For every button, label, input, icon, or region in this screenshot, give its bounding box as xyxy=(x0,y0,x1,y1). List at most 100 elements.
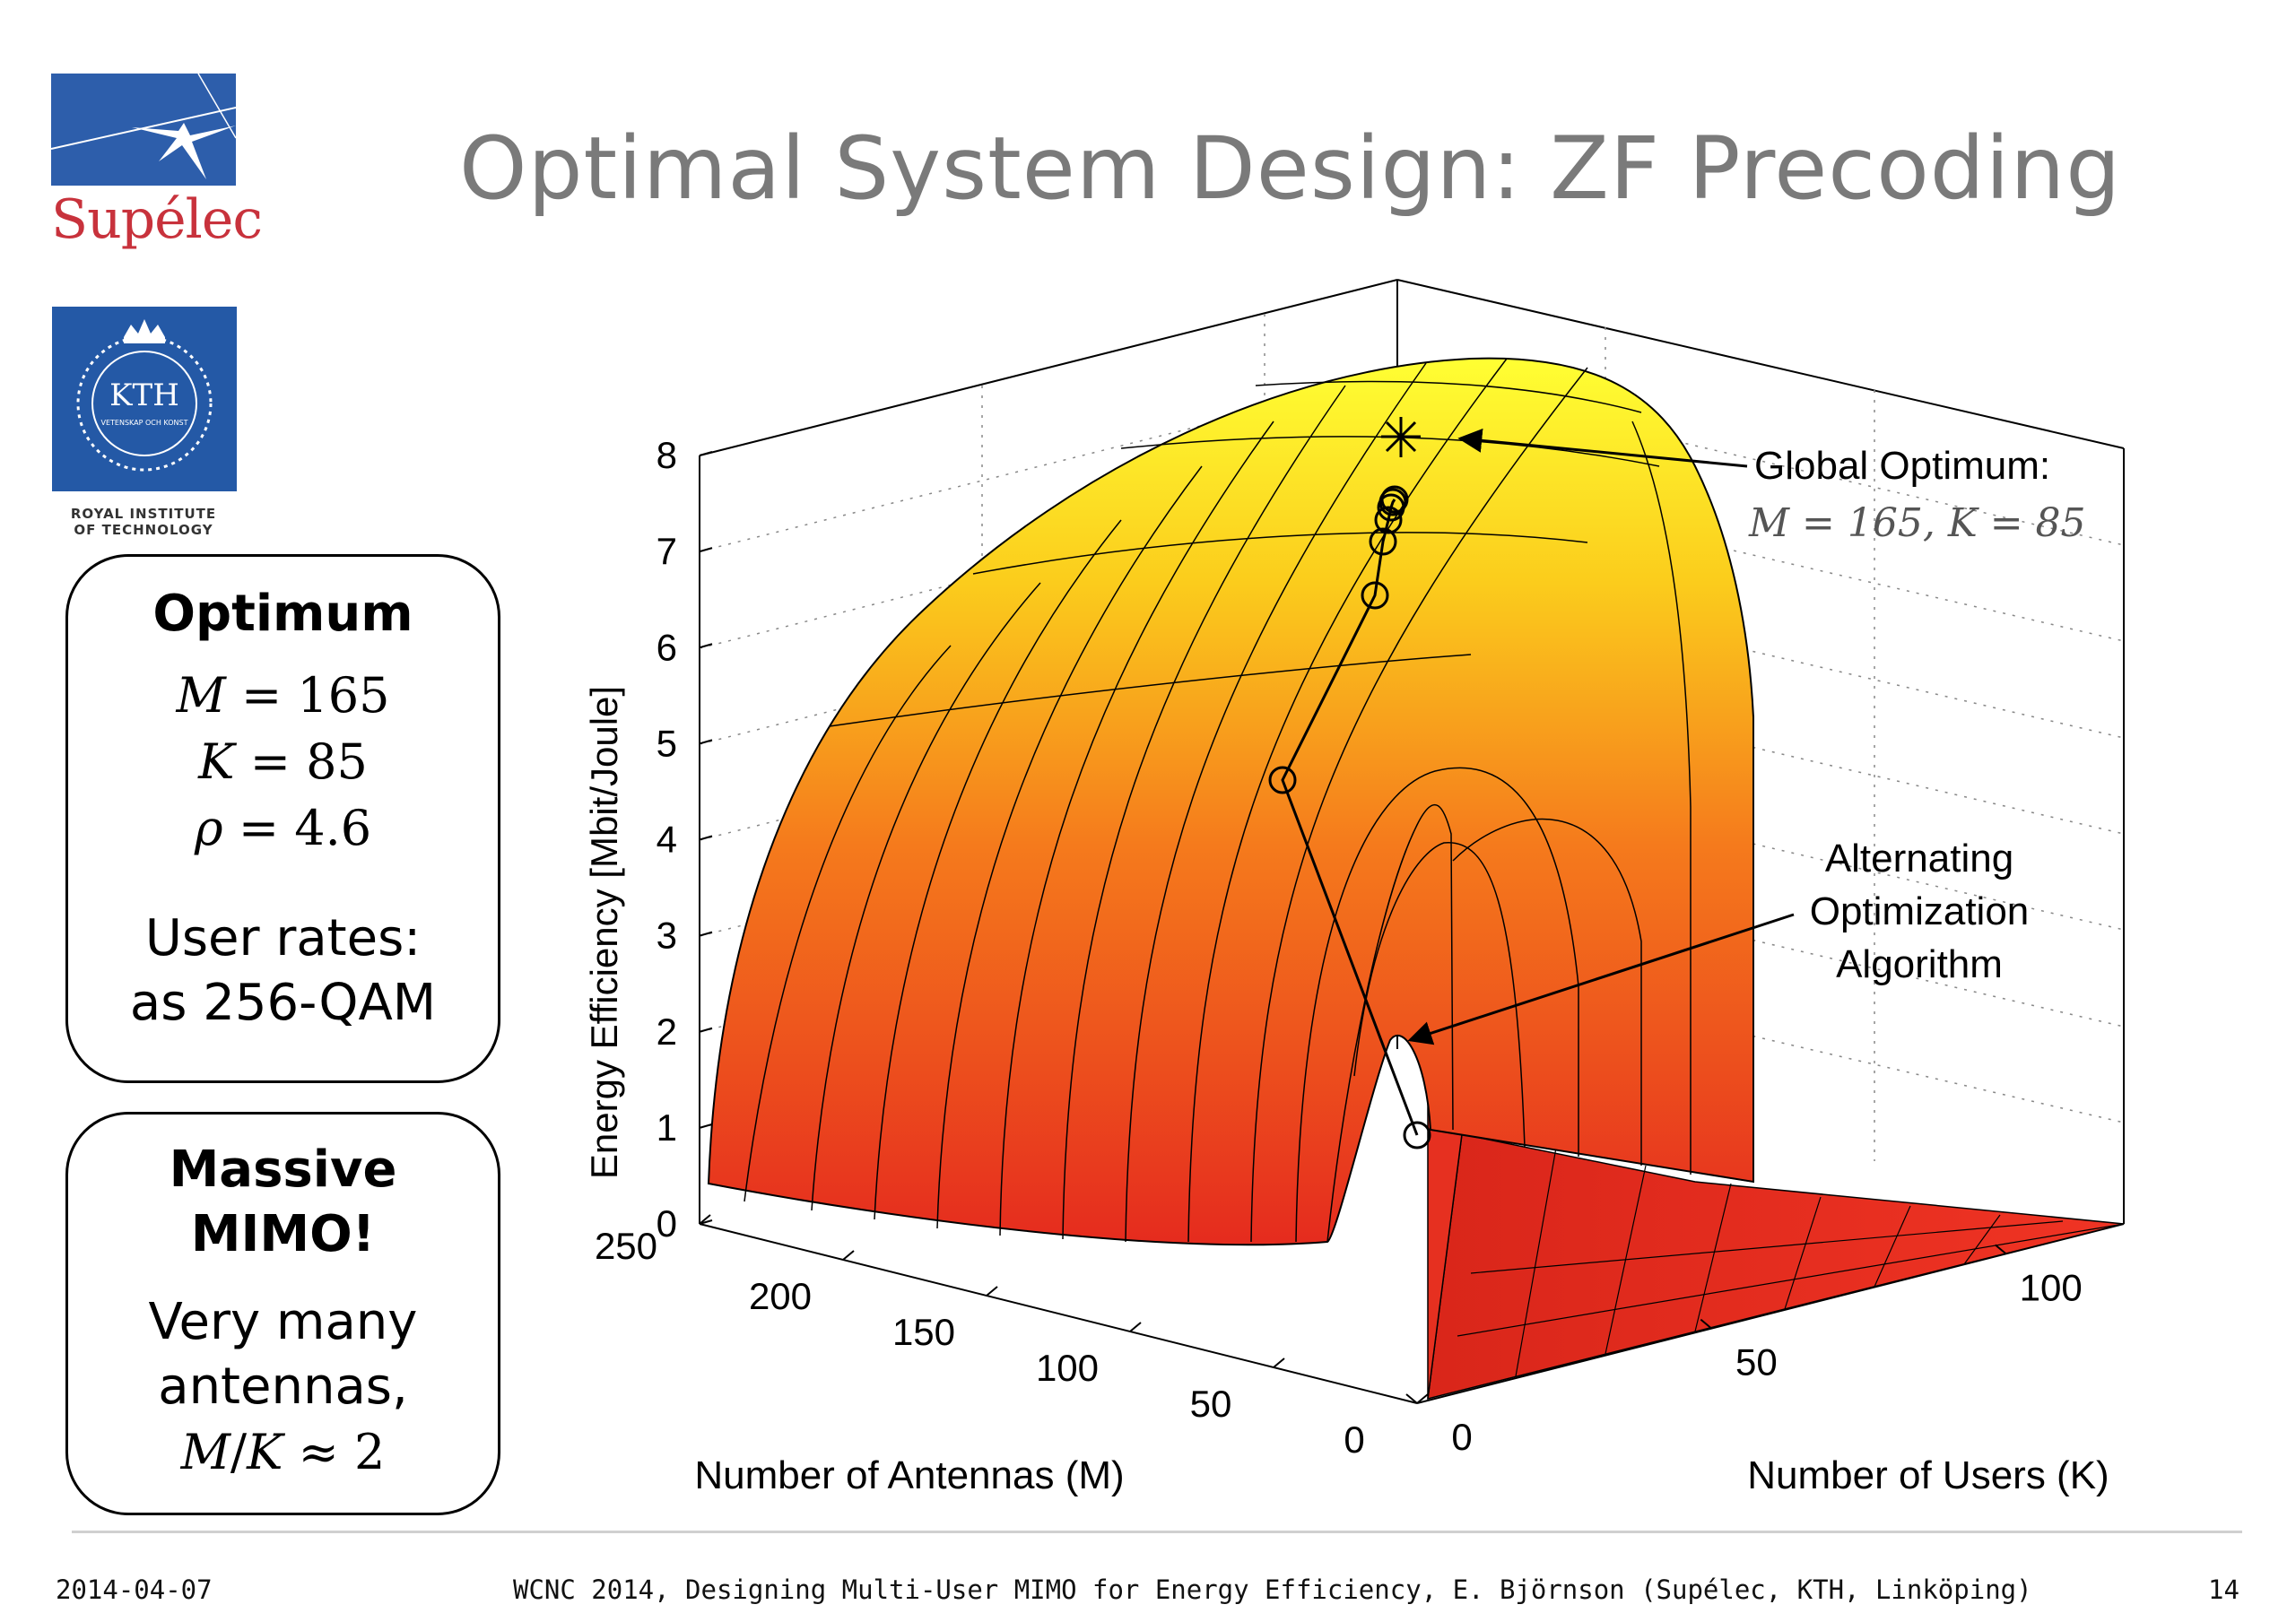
ratio-m-symbol: M xyxy=(180,1424,230,1480)
tick-mark xyxy=(986,1286,998,1297)
optimum-m-value: = 165 xyxy=(240,667,390,724)
x-axis-label: Number of Antennas (M) xyxy=(694,1453,1124,1497)
optimum-rho-symbol: ρ xyxy=(194,800,223,856)
tick-mark xyxy=(699,1027,713,1033)
tick-mark xyxy=(1129,1322,1142,1332)
footer-page-number: 14 xyxy=(2208,1574,2239,1605)
z-tick-label: 8 xyxy=(657,434,677,476)
z-axis-ticks: 0 1 2 3 4 5 6 7 8 xyxy=(657,434,713,1245)
kth-logo: KTH VETENSKAP OCH KONST xyxy=(52,307,237,491)
m-tick-label: 50 xyxy=(1190,1383,1232,1425)
algorithm-point xyxy=(1380,485,1409,514)
optimum-heading: Optimum xyxy=(152,585,413,643)
user-rates-line2: as 256-QAM xyxy=(129,974,437,1032)
m-tick-label: 0 xyxy=(1344,1418,1364,1461)
optimum-rho: ρ = 4.6 xyxy=(68,795,498,862)
surface-valley-rim xyxy=(1326,803,1454,1243)
k-tick-label: 100 xyxy=(2020,1266,2083,1308)
algorithm-point xyxy=(1374,506,1403,534)
tick-mark xyxy=(1995,1244,2007,1255)
tick-mark xyxy=(699,931,713,937)
z-tick-label: 1 xyxy=(657,1106,677,1149)
kth-crest-icon: KTH VETENSKAP OCH KONST xyxy=(76,319,213,472)
algorithm-label-line1: Alternating xyxy=(1825,837,2013,880)
k-tick-label: 50 xyxy=(1735,1341,1778,1383)
k-tick-label: 0 xyxy=(1451,1416,1472,1458)
tick-mark xyxy=(1700,1318,1712,1330)
tick-mark xyxy=(842,1250,855,1261)
optimum-arrow xyxy=(1457,428,1748,468)
m-tick-label: 100 xyxy=(1036,1347,1099,1389)
algorithm-point xyxy=(1378,488,1407,516)
kth-subtitle-line2: OF TECHNOLOGY xyxy=(74,522,213,538)
tick-mark xyxy=(699,1214,711,1225)
z-axis-label: Energy Efficiency [Mbit/Joule] xyxy=(583,686,625,1179)
massive-ratio: M/K ≈ 2 xyxy=(68,1419,498,1486)
floor-mesh xyxy=(1457,1147,2125,1377)
tick-mark xyxy=(699,643,713,649)
supelec-logo: Supélec xyxy=(51,74,263,262)
supelec-star-icon xyxy=(51,74,236,186)
footer-separator xyxy=(72,1531,2242,1533)
massive-mimo-box: Massive MIMO! Very many antennas, M/K ≈ … xyxy=(65,1112,500,1515)
algorithm-path xyxy=(1268,485,1431,1149)
supelec-logo-text: Supélec xyxy=(51,188,263,251)
optimum-k-symbol: K xyxy=(198,733,235,790)
kth-subtitle-line1: ROYAL INSTITUTE xyxy=(70,506,217,522)
ratio-k-symbol: K xyxy=(247,1424,283,1480)
algorithm-point xyxy=(1369,527,1397,556)
optimum-label-line1: Global Optimum: xyxy=(1754,444,2050,488)
z-tick-label: 0 xyxy=(657,1202,677,1245)
z-tick-label: 3 xyxy=(657,915,677,957)
tick-mark xyxy=(1273,1357,1285,1368)
slide-title: Optimal System Design: ZF Precoding xyxy=(459,118,2122,219)
m-axis-ticks: 250 200 150 100 50 0 xyxy=(595,1214,1429,1461)
algorithm-label-line3: Algorithm xyxy=(1836,942,2003,986)
tick-mark xyxy=(699,547,713,553)
footer-text: WCNC 2014, Designing Multi-User MIMO for… xyxy=(513,1574,2032,1605)
m-tick-label: 250 xyxy=(595,1225,657,1267)
surface-main xyxy=(707,357,1754,1246)
optimum-rho-value: = 4.6 xyxy=(238,800,372,856)
algorithm-label-line2: Optimization xyxy=(1810,889,2030,933)
y-axis-label: Number of Users (K) xyxy=(1747,1453,2109,1497)
z-tick-label: 6 xyxy=(657,626,677,668)
z-tick-label: 4 xyxy=(657,819,677,861)
energy-efficiency-surface-chart: Global Optimum: M = 165, K = 85 Alternat… xyxy=(583,279,2125,1497)
global-optimum-star-icon xyxy=(1381,417,1421,457)
algorithm-point xyxy=(1361,581,1389,610)
kth-ring-text: VETENSKAP OCH KONST xyxy=(101,419,188,427)
tick-mark xyxy=(699,739,713,745)
k-axis-ticks: 0 50 100 xyxy=(1405,1244,2083,1458)
user-rates-line1: User rates: xyxy=(144,909,422,967)
kth-subtitle: ROYAL INSTITUTE OF TECHNOLOGY xyxy=(36,506,251,538)
z-tick-label: 7 xyxy=(657,530,677,572)
optimum-k-value: = 85 xyxy=(249,733,368,790)
m-tick-label: 150 xyxy=(892,1311,955,1353)
optimum-box: Optimum M = 165 K = 85 ρ = 4.6 User rate… xyxy=(65,554,500,1083)
optimum-k: K = 85 xyxy=(68,729,498,795)
optimum-m: M = 165 xyxy=(68,663,498,729)
ratio-value: ≈ 2 xyxy=(298,1424,386,1480)
algorithm-point xyxy=(1268,766,1297,794)
massive-line2: antennas, xyxy=(158,1357,408,1416)
tick-mark xyxy=(699,835,713,841)
massive-heading-line1: Massive xyxy=(169,1141,397,1199)
massive-heading-line2: MIMO! xyxy=(190,1205,376,1263)
m-tick-label: 200 xyxy=(749,1275,812,1317)
tick-mark xyxy=(699,451,713,456)
z-tick-label: 2 xyxy=(657,1010,677,1053)
tick-mark xyxy=(1416,1393,1429,1404)
algorithm-arrow xyxy=(1407,913,1795,1045)
ratio-sep: / xyxy=(230,1424,248,1480)
footer-date: 2014-04-07 xyxy=(56,1574,213,1605)
kth-logo-text: KTH xyxy=(109,377,179,413)
z-tick-label: 5 xyxy=(657,722,677,764)
tick-mark xyxy=(1405,1393,1418,1404)
optimum-label-line2: M = 165, K = 85 xyxy=(1748,500,2086,546)
tick-mark xyxy=(699,1123,713,1129)
surface-mesh-contours xyxy=(829,380,1660,727)
massive-line1: Very many xyxy=(148,1293,418,1351)
optimum-m-symbol: M xyxy=(176,667,226,724)
algorithm-point xyxy=(1403,1121,1431,1149)
